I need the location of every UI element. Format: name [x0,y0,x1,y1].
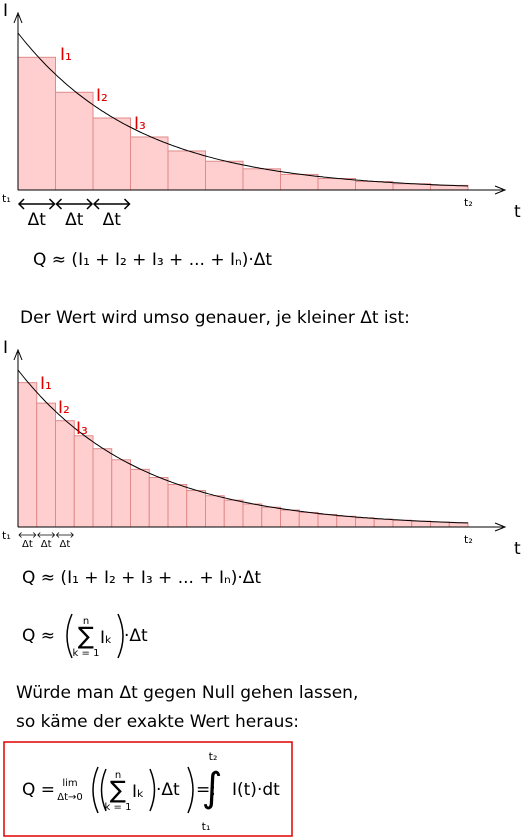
bar [298,511,319,528]
paren [117,613,124,659]
bar [317,514,338,528]
sum-formula: Q ≈ n ∑ k = 1 Iₖ ·Δt [22,613,148,659]
bar [148,477,169,528]
formula-part: ∑ [78,622,94,650]
bar [55,420,75,528]
bar [186,490,206,528]
time-label: t₂ [464,533,473,546]
limit-formula: Q = lim Δt→0 n ∑ k = 1 Iₖ ·Δt =: ∫ t₂ t₁… [22,750,280,833]
paren [100,768,107,812]
bar [205,495,225,528]
bar [280,173,319,191]
step-label: Δt [22,539,33,550]
bar [111,459,131,528]
bar [17,56,56,191]
step-label: Δt [41,539,52,550]
formula-part: t₂ [209,750,218,763]
bar-label: I₃ [76,419,88,439]
bar [392,519,413,528]
arrow [18,532,37,538]
formula-part: n [115,770,121,781]
formula-part: ∑ [110,776,126,804]
bar-label: I₁ [60,45,72,65]
axis-label: I [3,338,8,358]
formula-part: Q = [22,780,55,800]
bar [430,521,450,528]
formula-part: Iₖ [100,628,112,648]
bar [92,448,113,528]
axis-label: I [3,1,8,21]
formula-part: k = 1 [73,648,100,659]
bar [92,117,131,191]
time-label: t₁ [2,192,11,205]
bar [411,520,431,528]
arrow [92,198,131,210]
result-box [3,741,293,837]
bar [17,382,38,528]
bar [167,150,206,191]
paragraph: Der Wert wird umso genauer, je kleiner Δ… [20,308,410,328]
formula-part: ·Δt [156,780,180,800]
curve [17,369,469,524]
formula-part: =: [196,780,216,800]
bar [317,178,356,191]
arrow [494,522,507,532]
formula-part: n [83,616,89,627]
bar [223,499,244,528]
bar [280,509,300,528]
paren [66,613,73,659]
paragraph: Würde man Δt gegen Null gehen lassen, [16,683,358,703]
formula-part: ∫ [202,765,223,811]
formula-part: Iₖ [132,782,144,802]
bar [355,181,394,191]
bar [336,515,356,528]
formula-part: I(t)·dt [232,780,280,800]
formula: Q ≈ (I₁ + I₂ + I₃ + ... + Iₙ)·Δt [22,568,261,588]
formula-part: Δt→0 [57,792,83,803]
step-label: Δt [65,210,84,230]
formula-part: Q ≈ [22,626,55,646]
axis-label: t [514,202,521,222]
bar-label: I₁ [40,374,52,394]
bar [373,518,394,528]
bar [36,402,56,528]
arrow [55,198,94,210]
step-label: Δt [59,539,70,550]
bar-label: I₂ [96,86,108,106]
bar [130,468,150,528]
arrow [13,348,23,361]
paren [149,768,156,812]
bar [242,503,263,528]
formula-part: t₁ [202,820,211,833]
arrow [37,532,56,538]
bar [242,168,281,191]
formula-part: lim [62,778,77,789]
paragraph: so käme der exakte Wert heraus: [16,712,299,732]
bar [261,506,281,528]
bar [73,435,94,528]
arrow [55,532,74,538]
bar [130,136,169,191]
axis-label: t [514,539,521,559]
arrow [494,185,507,195]
arrow [17,198,56,210]
bar-label: I₃ [134,114,146,134]
bar [55,91,94,191]
time-label: t₂ [464,196,473,209]
bar [205,160,244,191]
formula: Q ≈ (I₁ + I₂ + I₃ + ... + Iₙ)·Δt [33,250,272,270]
bar [167,484,188,528]
formula-part: k = 1 [105,802,132,813]
formula-part: ·Δt [124,626,148,646]
arrow [13,11,23,24]
paren [187,766,194,814]
step-label: Δt [28,210,47,230]
time-label: t₁ [2,529,11,542]
bar [355,517,375,528]
curve [17,32,469,187]
step-label: Δt [103,210,122,230]
paren [92,766,99,814]
bar-label: I₂ [58,398,70,418]
